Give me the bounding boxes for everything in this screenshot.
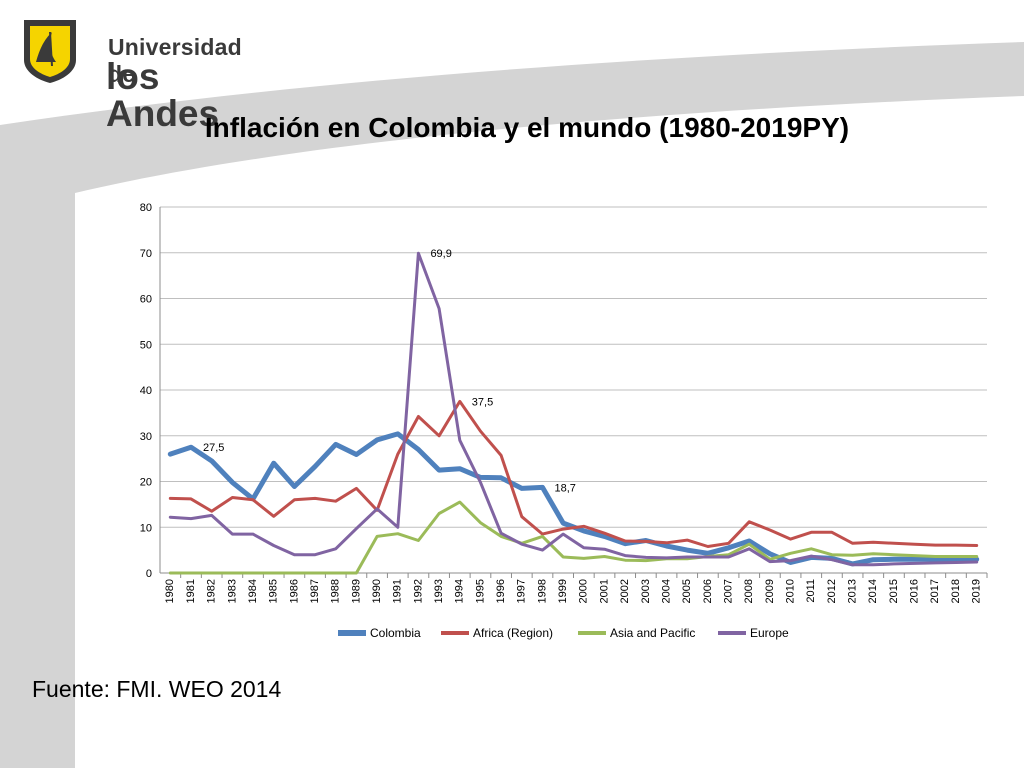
logo-line-2: los Andes [106, 56, 220, 134]
y-tick-60: 60 [140, 294, 152, 306]
legend-label-asia-and-pacific: Asia and Pacific [610, 626, 695, 640]
x-tick-1982: 1982 [206, 579, 218, 603]
y-tick-labels: 0 10 20 30 40 50 60 70 80 [140, 202, 152, 580]
x-tick-1993: 1993 [433, 579, 445, 603]
x-tick-1997: 1997 [516, 579, 528, 603]
series-line-africa-region [168, 399, 979, 548]
y-tick-30: 30 [140, 431, 152, 443]
x-tick-1980: 1980 [164, 579, 176, 603]
y-tick-10: 10 [140, 522, 152, 534]
legend: Colombia Africa (Region) Asia and Pacific E… [338, 626, 789, 640]
x-tick-1984: 1984 [247, 579, 259, 603]
x-tick-1989: 1989 [350, 579, 362, 603]
x-tick-2019: 2019 [971, 579, 983, 603]
x-tick-2010: 2010 [784, 579, 796, 603]
data-label-1992: 69,9 [430, 248, 451, 260]
y-tick-70: 70 [140, 248, 152, 260]
data-label-1981: 27,5 [203, 442, 224, 454]
x-tick-1985: 1985 [268, 579, 280, 603]
x-tick-1981: 1981 [185, 579, 197, 603]
y-tick-0: 0 [146, 568, 152, 580]
y-tick-20: 20 [140, 477, 152, 489]
shield-icon [24, 20, 76, 83]
y-tick-50: 50 [140, 339, 152, 351]
x-tick-2014: 2014 [867, 579, 879, 603]
x-tick-2003: 2003 [640, 579, 652, 603]
x-tick-1994: 1994 [454, 579, 466, 603]
gray-swoosh [0, 42, 1024, 768]
gridlines [160, 206, 987, 528]
x-tick-2013: 2013 [847, 579, 859, 603]
x-tick-1991: 1991 [392, 579, 404, 603]
x-tick-2001: 2001 [598, 579, 610, 603]
series-lines [167, 251, 980, 575]
x-tick-2018: 2018 [950, 579, 962, 603]
slide-title: Inflación en Colombia y el mundo (1980-2… [204, 112, 850, 143]
y-tick-80: 80 [140, 202, 152, 214]
x-tick-2002: 2002 [619, 579, 631, 603]
x-tick-2005: 2005 [681, 579, 693, 603]
series-line-asia-and-pacific [168, 500, 979, 575]
university-logo: Universidad de los Andes [22, 18, 242, 132]
x-tick-2007: 2007 [722, 579, 734, 603]
data-label-1998: 18,7 [554, 482, 575, 494]
x-tick-1996: 1996 [495, 579, 507, 603]
x-tick-2017: 2017 [929, 579, 941, 603]
x-tick-2015: 2015 [888, 579, 900, 603]
x-tick-1992: 1992 [412, 579, 424, 603]
y-tick-40: 40 [140, 385, 152, 397]
legend-label-africa-region: Africa (Region) [473, 626, 553, 640]
series-line-europe [168, 251, 979, 567]
x-tick-1998: 1998 [536, 579, 548, 603]
x-tick-2009: 2009 [764, 579, 776, 603]
x-tick-1990: 1990 [371, 579, 383, 603]
x-tick-2000: 2000 [578, 579, 590, 603]
axes [159, 207, 988, 578]
x-tick-1999: 1999 [557, 579, 569, 603]
x-tick-1987: 1987 [309, 579, 321, 603]
x-tick-2012: 2012 [826, 579, 838, 603]
data-labels: 27,5 69,9 37,5 18,7 [203, 248, 576, 494]
x-tick-1986: 1986 [288, 579, 300, 603]
logo-line-1: Universidad de [108, 34, 242, 87]
x-tick-2011: 2011 [805, 579, 817, 603]
x-tick-1983: 1983 [226, 579, 238, 603]
x-tick-2008: 2008 [743, 579, 755, 603]
x-tick-1995: 1995 [474, 579, 486, 603]
legend-label-colombia: Colombia [370, 626, 421, 640]
source-note: Fuente: FMI. WEO 2014 [32, 676, 282, 702]
x-tick-labels: 1980 1981 1982 1983 1984 1985 1986 1987 1988 1989… [164, 579, 982, 603]
x-tick-1988: 1988 [330, 579, 342, 603]
legend-label-europe: Europe [750, 626, 789, 640]
x-tick-2006: 2006 [702, 579, 714, 603]
x-tick-2016: 2016 [909, 579, 921, 603]
x-tick-2004: 2004 [660, 579, 672, 603]
data-label-1994: 37,5 [472, 396, 493, 408]
